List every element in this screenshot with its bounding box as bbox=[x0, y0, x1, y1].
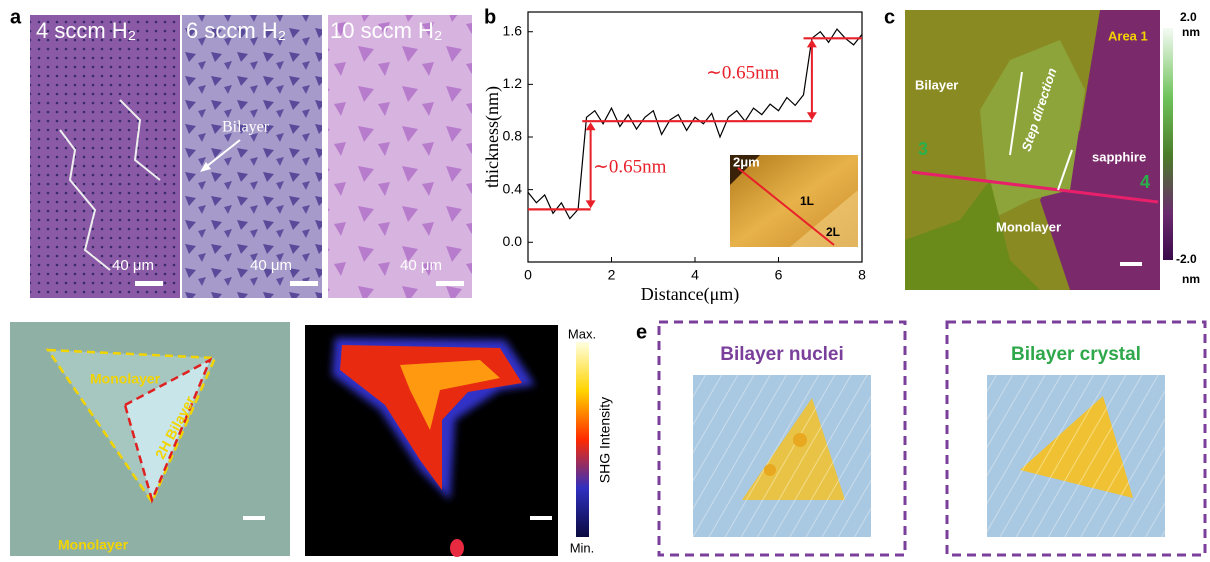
sapphire-region bbox=[1040, 10, 1160, 290]
monolayer-region bbox=[905, 180, 1040, 290]
panel-label: b bbox=[484, 6, 496, 28]
bilayer-flake bbox=[125, 360, 210, 500]
outline bbox=[45, 348, 217, 505]
region-label: Monolayer bbox=[58, 537, 129, 553]
arrow bbox=[201, 139, 241, 171]
box-title: Bilayer crystal bbox=[1011, 344, 1141, 365]
x-tick-label: 8 bbox=[858, 267, 866, 283]
y-tick-label: 0.8 bbox=[503, 128, 523, 144]
colorbar-max: Max. bbox=[568, 326, 596, 341]
box-title: Bilayer nuclei bbox=[720, 344, 844, 365]
outline bbox=[123, 357, 213, 504]
y-tick-label: 0.4 bbox=[503, 180, 523, 196]
bilayer-nucleus bbox=[793, 433, 807, 447]
arrow-head bbox=[200, 162, 211, 172]
x-tick-label: 2 bbox=[608, 267, 616, 283]
inset-region bbox=[730, 155, 760, 185]
x-tick-label: 4 bbox=[691, 267, 699, 283]
micrograph bbox=[328, 15, 472, 298]
shg-signal bbox=[450, 539, 464, 557]
image-label: 10 sccm H₂ bbox=[330, 18, 442, 43]
y-tick-label: 1.6 bbox=[503, 22, 523, 38]
line-end-label: 3 bbox=[918, 139, 928, 159]
inset-scale-label: 2μm bbox=[733, 154, 760, 169]
inset-label: 1L bbox=[800, 194, 814, 208]
arrow-head bbox=[585, 122, 596, 131]
colorbar-min: Min. bbox=[570, 540, 595, 555]
bilayer-nucleus bbox=[764, 464, 776, 476]
x-axis-label: Distance(μm) bbox=[641, 284, 740, 305]
annotation: ∼0.65nm bbox=[706, 62, 780, 83]
x-tick-label: 0 bbox=[524, 267, 532, 283]
arrow-head bbox=[585, 200, 596, 209]
colorbar-max: 2.0 bbox=[1180, 10, 1197, 24]
colorbar-unit: nm bbox=[1182, 25, 1200, 39]
region-label: Monolayer bbox=[996, 219, 1061, 234]
y-tick-label: 0.0 bbox=[503, 233, 523, 249]
crack bbox=[59, 129, 111, 271]
region-label: Monolayer bbox=[90, 371, 161, 387]
dashed-box bbox=[657, 320, 907, 557]
colorbar-unit: nm bbox=[1182, 272, 1200, 286]
crack bbox=[119, 99, 161, 181]
area-label: Area 1 bbox=[1108, 28, 1148, 43]
colorbar bbox=[1163, 28, 1173, 260]
scale-bar-label: 40 μm bbox=[112, 257, 154, 274]
scale-bar bbox=[243, 516, 265, 520]
micrograph bbox=[30, 15, 180, 298]
panel-label: a bbox=[10, 6, 22, 28]
chart: 0.0 0.4 0.8 1.2 1.6 0 2 4 6 8 ∼0.65nm ∼0.65nm 2μm 1L 2… bbox=[503, 11, 866, 283]
scale-bar bbox=[135, 281, 163, 286]
data-line bbox=[527, 28, 863, 220]
scale-bar bbox=[436, 281, 464, 286]
region-label: Bilayer bbox=[915, 77, 958, 92]
region-label: sapphire bbox=[1092, 149, 1146, 164]
panel-label: c bbox=[884, 6, 895, 28]
scale-bar-label: 40 μm bbox=[250, 257, 292, 274]
scale-bar bbox=[290, 281, 318, 286]
arrow bbox=[1057, 149, 1073, 191]
x-tick-label: 6 bbox=[775, 267, 783, 283]
colorbar-title: SHG Intensity bbox=[597, 397, 613, 483]
line-end-label: 4 bbox=[1140, 172, 1150, 192]
bilayer-region bbox=[980, 40, 1085, 220]
y-axis-label: thickness(nm) bbox=[482, 86, 503, 188]
panel-label: e bbox=[636, 321, 647, 343]
scale-bar bbox=[530, 516, 552, 520]
arrow-head bbox=[806, 39, 817, 48]
scale-bar bbox=[1120, 262, 1142, 266]
annotation: ∼0.65nm bbox=[593, 156, 667, 177]
arrow bbox=[1009, 71, 1023, 156]
profile-line bbox=[911, 170, 1159, 204]
scale-bar-label: 40 μm bbox=[400, 257, 442, 274]
image-label: 4 sccm H₂ bbox=[36, 18, 136, 43]
inset-profile bbox=[737, 167, 835, 246]
inset-region bbox=[790, 190, 858, 247]
shg-signal bbox=[400, 360, 500, 430]
dashed-box bbox=[945, 320, 1207, 557]
colorbar-min: -2.0 bbox=[1176, 252, 1197, 266]
inset-label: 2L bbox=[826, 225, 840, 239]
y-tick-label: 1.2 bbox=[503, 75, 523, 91]
arrow-head bbox=[806, 112, 817, 121]
colorbar bbox=[576, 342, 589, 537]
bilayer-crystal bbox=[1020, 396, 1133, 498]
annotation: Bilayer bbox=[222, 119, 270, 136]
micrograph bbox=[182, 15, 322, 298]
image-label: 6 sccm H₂ bbox=[186, 18, 286, 43]
